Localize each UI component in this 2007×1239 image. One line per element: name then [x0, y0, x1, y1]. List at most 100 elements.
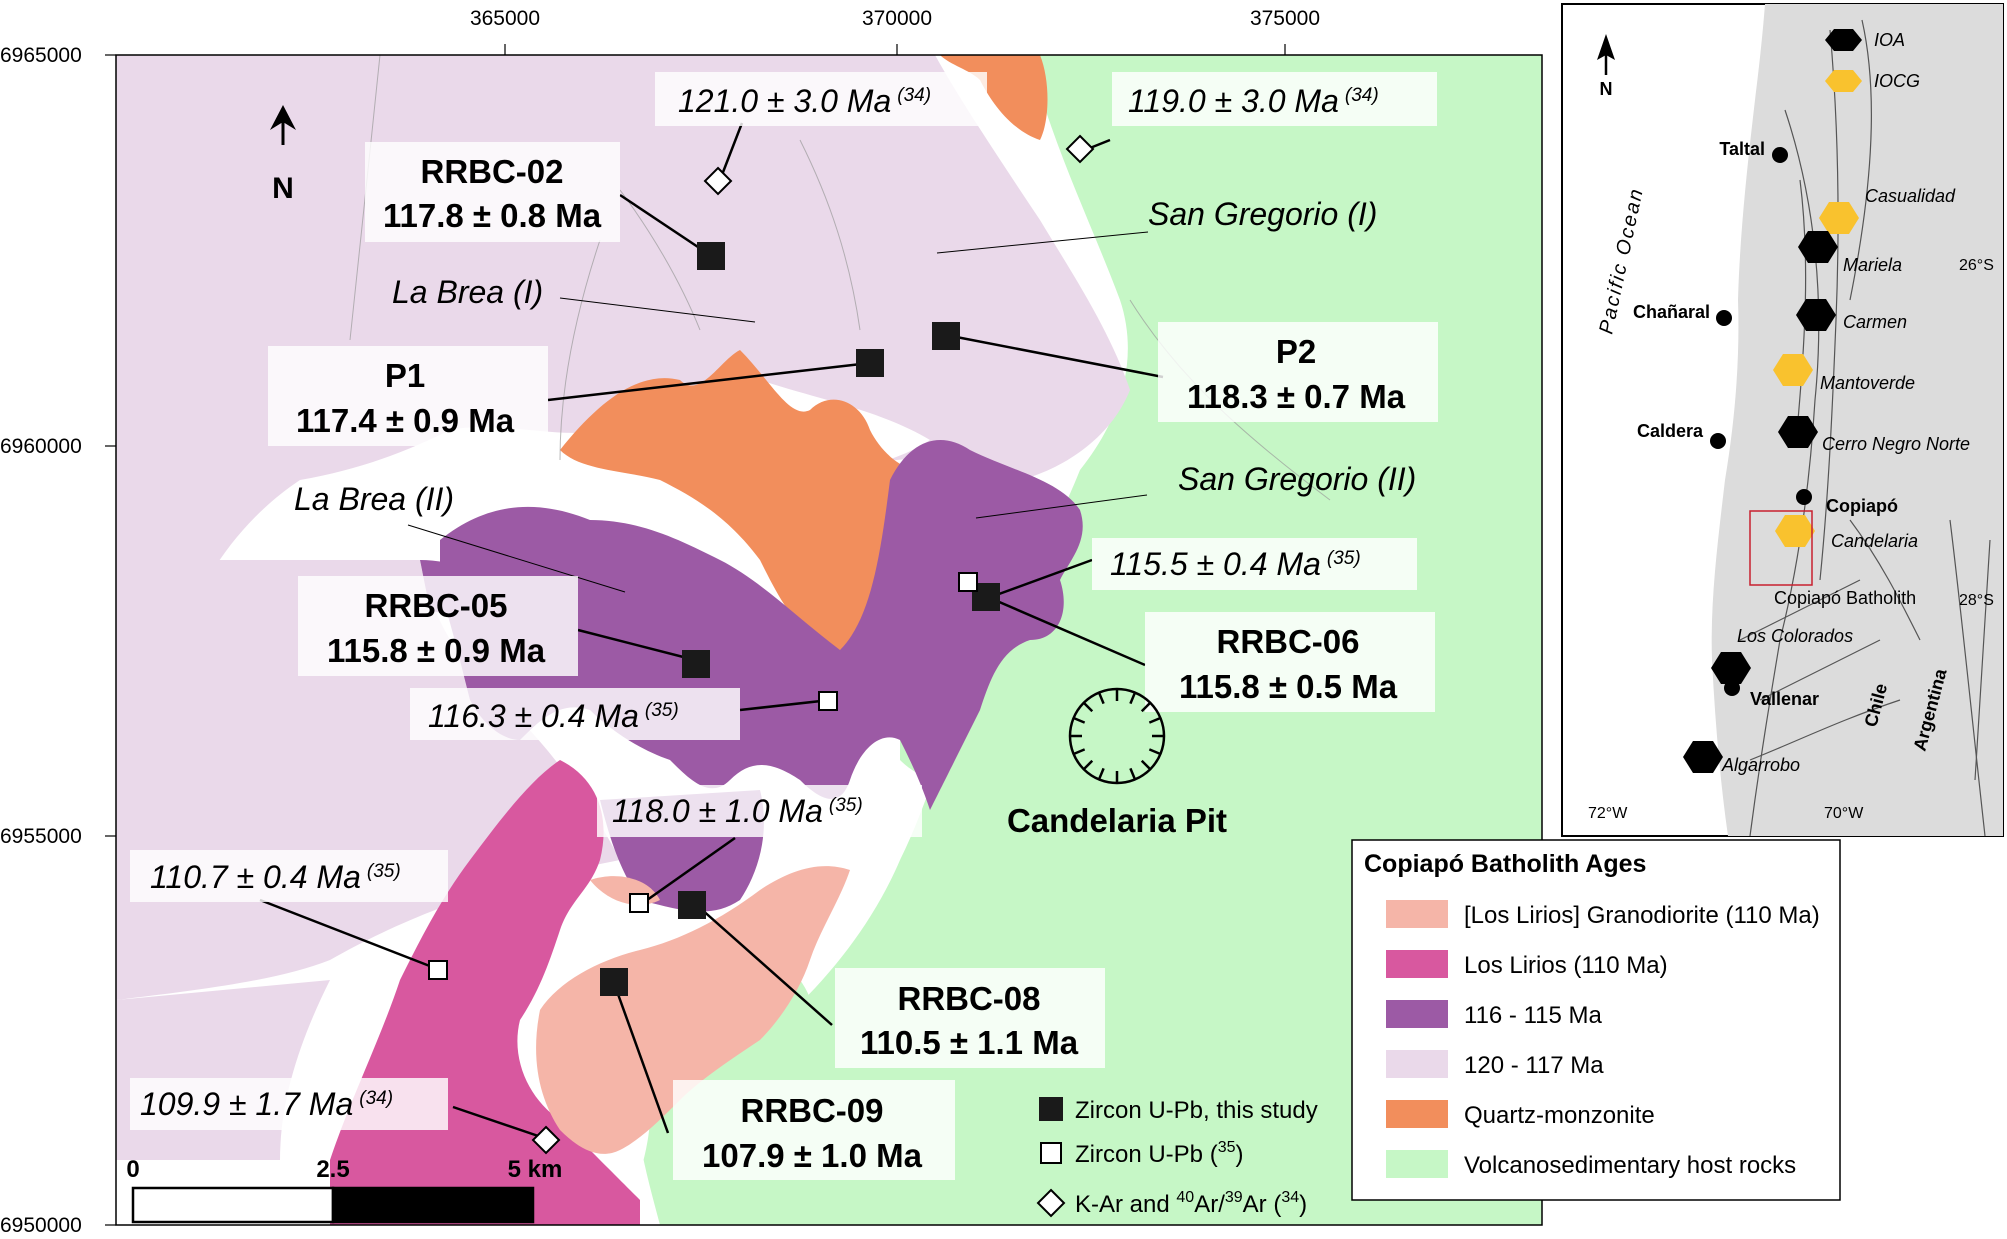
lit-age-label: 109.9 ± 1.7 Ma (34) — [140, 1086, 393, 1122]
pit-hachure — [1129, 692, 1137, 705]
y-tick-label: 6950000 — [0, 1214, 82, 1237]
inset-deposits: Casualidad Mariela Carmen Mantoverde Cer… — [1683, 186, 1970, 775]
label-boxes — [130, 72, 1438, 1180]
sample-age: 118.3 ± 0.7 Ma — [1187, 378, 1406, 415]
y-tick-label: 6965000 — [0, 44, 82, 67]
san-gregorio-2-label: San Gregorio (II) — [1178, 461, 1416, 497]
sample-marker-rrbc-05 — [682, 650, 710, 678]
study-area-frame — [1749, 510, 1813, 586]
lit-marker-diamond — [703, 166, 733, 196]
sample-id: P1 — [385, 357, 425, 394]
legend-swatch — [1386, 1150, 1448, 1178]
pit-hachure — [1140, 759, 1152, 771]
literature-age-labels: 121.0 ± 3.0 Ma (34) 119.0 ± 3.0 Ma (34) 11… — [140, 83, 1379, 1122]
deposit-icon — [1798, 231, 1838, 263]
inset-graticule-labels: 26°S 28°S 72°W 70°W — [1588, 257, 1994, 822]
legend-label: Volcanosedimentary host rocks — [1464, 1152, 1796, 1179]
sample-marker-rrbc-08 — [678, 891, 706, 919]
pit-hachure — [1097, 767, 1105, 780]
deposit-label: Casualidad — [1865, 186, 1956, 206]
town-label: Copiapó — [1826, 496, 1898, 516]
pit-label: Candelaria Pit — [1007, 802, 1227, 839]
scale-label: 2.5 — [316, 1156, 349, 1183]
pit-hachure — [1073, 716, 1086, 724]
deposit-icon — [1775, 515, 1815, 547]
unit-label-leaders — [407, 231, 1149, 593]
legend-label: [Los Lirios] Granodiorite (110 Ma) — [1464, 902, 1820, 929]
iocg-hexagon-icon — [1825, 70, 1862, 92]
pit-hachure — [1082, 759, 1094, 771]
la-brea-1-label: La Brea (I) — [392, 274, 543, 310]
symbol-legend-label: K-Ar and 40Ar/39Ar (34) — [1075, 1189, 1307, 1218]
unit-legend: Copiapó Batholith Ages [Los Lirios] Gran… — [1351, 839, 1841, 1201]
inset-towns: Taltal Chañaral Caldera Copiapó Vallenar — [1633, 139, 1898, 709]
sample-age: 115.8 ± 0.5 Ma — [1179, 668, 1398, 705]
unit-quartz-monzonite — [560, 350, 930, 650]
symbol-legend-label: Zircon U-Pb (35) — [1075, 1139, 1243, 1168]
unit-name-labels: La Brea (I) La Brea (II) San Gregorio (I… — [294, 196, 1416, 517]
legend-label: 120 - 117 Ma — [1464, 1052, 1604, 1079]
inset-legend: IOA IOCG — [1825, 29, 1920, 92]
lit-marker-diamond — [531, 1125, 561, 1155]
sample-id: RRBC-09 — [740, 1092, 883, 1129]
deposit-label: Los Colorados — [1737, 626, 1853, 646]
unit-granodiorite — [536, 866, 850, 1154]
unit-120-117 — [116, 55, 1130, 850]
lon-label: 72°W — [1588, 805, 1628, 822]
legend-swatch — [1386, 1050, 1448, 1078]
lat-label: 26°S — [1959, 257, 1994, 274]
pit-hachure — [1129, 767, 1137, 780]
sample-age: 110.5 ± 1.1 Ma — [860, 1024, 1079, 1061]
lit-age-label: 118.0 ± 1.0 Ma (35) — [612, 793, 863, 829]
symbol-legend: Zircon U-Pb, this study Zircon U-Pb (35)… — [1036, 1097, 1318, 1218]
legend-title: Copiapó Batholith Ages — [1364, 850, 1646, 878]
pit-hachure — [1148, 748, 1161, 756]
deposit-icon — [1773, 354, 1813, 386]
scale-bar: 0 2.5 5 km — [126, 1156, 562, 1224]
sample-marker-rrbc-02 — [697, 242, 725, 270]
sample-labels: RRBC-02 117.8 ± 0.8 Ma P1 117.4 ± 0.9 Ma… — [296, 153, 1406, 1174]
batholith-label: Copiapó Batholith — [1774, 588, 1916, 608]
legend-label: 116 - 115 Ma — [1464, 1002, 1603, 1029]
sample-id: RRBC-06 — [1216, 623, 1359, 660]
legend-swatch — [1386, 950, 1448, 978]
main-map: 365000 370000 375000 6965000 6960000 695… — [0, 7, 1841, 1237]
lit-age-label: 121.0 ± 3.0 Ma (34) — [678, 83, 931, 119]
pit-hachure — [1082, 701, 1094, 713]
x-tick-label: 370000 — [862, 7, 932, 30]
x-tick-label: 375000 — [1250, 7, 1320, 30]
candelaria-pit-icon — [1068, 687, 1166, 785]
sample-id: RRBC-05 — [364, 587, 507, 624]
open-square-icon — [1040, 1142, 1062, 1164]
ioa-hexagon-icon — [1825, 29, 1862, 51]
sample-marker-p2 — [932, 322, 960, 350]
inset-map: N IOA IOCG Pacific Ocean Taltal Chañaral… — [1561, 3, 2004, 837]
legend-swatch — [1386, 1100, 1448, 1128]
x-tick-label: 365000 — [470, 7, 540, 30]
north-arrow-icon: N — [270, 105, 296, 205]
sample-id: RRBC-08 — [897, 980, 1040, 1017]
sample-age: 107.9 ± 1.0 Ma — [702, 1137, 923, 1174]
legend-swatch — [1386, 1000, 1448, 1028]
deposit-icon — [1683, 741, 1723, 773]
sample-markers — [428, 134, 1095, 1155]
y-tick-label: 6960000 — [0, 435, 82, 458]
town-label: Caldera — [1637, 421, 1704, 441]
sample-id: RRBC-02 — [420, 153, 563, 190]
deposit-icon — [1796, 299, 1836, 331]
pit-hachure — [1140, 701, 1152, 713]
deposit-label: Cerro Negro Norte — [1822, 434, 1970, 454]
inset-legend-label: IOCG — [1874, 71, 1920, 91]
deposit-icon — [1711, 652, 1751, 684]
y-tick-label: 6955000 — [0, 825, 82, 848]
legend-swatch — [1386, 900, 1448, 928]
san-gregorio-1-label: San Gregorio (I) — [1148, 196, 1377, 232]
deposit-label: Algarrobo — [1721, 755, 1800, 775]
north-label: N — [272, 172, 294, 205]
lit-age-label: 119.0 ± 3.0 Ma (34) — [1128, 83, 1379, 119]
x-axis — [504, 44, 1286, 55]
lit-marker-square — [958, 572, 978, 592]
sample-marker-p1 — [856, 349, 884, 377]
diamond-icon — [1036, 1188, 1066, 1218]
